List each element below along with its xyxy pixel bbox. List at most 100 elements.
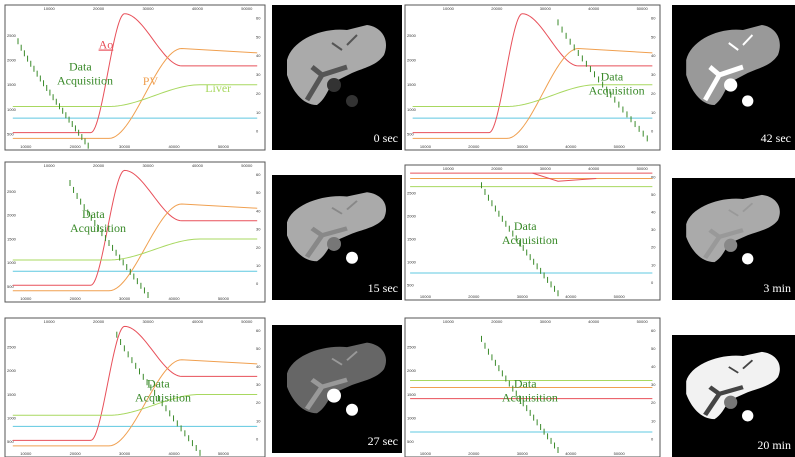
- right-tick-label: 50: [651, 346, 656, 351]
- time-label: 27 sec: [368, 434, 398, 448]
- curve: [12, 325, 258, 441]
- top-tick-label: 30000: [142, 6, 154, 11]
- chart-frame: [404, 4, 661, 151]
- right-tick-label: 50: [256, 346, 261, 351]
- top-tick-label: 10000: [44, 163, 56, 168]
- right-tick-label: 20: [651, 91, 656, 96]
- left-tick-label: 500: [407, 132, 414, 137]
- right-tick-label: 0: [256, 281, 259, 286]
- left-tick-label: 2500: [7, 345, 17, 350]
- left-tick-label: 2000: [407, 58, 417, 63]
- liver-shape: [287, 342, 387, 414]
- left-tick-label: 1500: [407, 237, 417, 242]
- bottom-tick-label: 40000: [168, 296, 180, 301]
- right-tick-label: 40: [256, 53, 261, 58]
- curve: [12, 84, 258, 107]
- bottom-tick-label: 40000: [565, 144, 577, 149]
- right-tick-label: 20: [256, 91, 261, 96]
- right-tick-label: 40: [256, 364, 261, 369]
- curve: [12, 359, 258, 447]
- top-tick-label: 20000: [491, 6, 503, 11]
- chart-frame: [4, 317, 266, 457]
- right-tick-label: 50: [256, 34, 261, 39]
- bottom-tick-label: 10000: [420, 294, 432, 299]
- left-tick-label: 500: [7, 439, 14, 444]
- liver-image: 3 min: [672, 178, 795, 300]
- spleen: [346, 251, 358, 264]
- top-tick-label: 20000: [93, 319, 105, 324]
- chart-frame: [404, 164, 661, 301]
- right-tick-label: 50: [651, 34, 656, 39]
- bottom-tick-label: 30000: [119, 144, 131, 149]
- bottom-tick-label: 30000: [517, 451, 529, 456]
- left-tick-label: 1500: [7, 82, 17, 87]
- chart-frame: [4, 161, 266, 303]
- bottom-tick-label: 30000: [119, 451, 131, 456]
- liver-shape: [287, 192, 387, 262]
- bottom-tick-label: 40000: [565, 451, 577, 456]
- right-tick-label: 10: [256, 110, 261, 115]
- right-tick-label: 60: [256, 16, 261, 21]
- top-tick-label: 20000: [93, 6, 105, 11]
- top-tick-label: 20000: [93, 163, 105, 168]
- left-tick-label: 2000: [407, 214, 417, 219]
- top-tick-label: 40000: [192, 6, 204, 11]
- bottom-tick-label: 20000: [468, 144, 480, 149]
- spleen: [742, 95, 754, 107]
- kidney: [724, 238, 738, 252]
- curve: [532, 172, 597, 182]
- time-label: 15 sec: [368, 281, 398, 295]
- left-tick-label: 1000: [407, 415, 417, 420]
- right-tick-label: 50: [256, 190, 261, 195]
- vessel: [304, 226, 348, 259]
- bottom-tick-label: 50000: [614, 451, 626, 456]
- bottom-tick-label: 50000: [218, 451, 230, 456]
- right-tick-label: 10: [651, 262, 656, 267]
- bottom-tick-label: 10000: [420, 144, 432, 149]
- top-tick-label: 50000: [241, 6, 253, 11]
- right-tick-label: 0: [651, 280, 654, 285]
- bottom-tick-label: 30000: [517, 294, 529, 299]
- vessel: [728, 34, 754, 51]
- bottom-tick-label: 10000: [420, 451, 432, 456]
- top-tick-label: 10000: [44, 319, 56, 324]
- acquisition-label: Acquisition: [502, 391, 558, 405]
- acquisition-label: Data: [69, 59, 92, 73]
- left-tick-label: 1000: [407, 107, 417, 112]
- vessel: [703, 385, 744, 417]
- bottom-tick-label: 50000: [614, 294, 626, 299]
- right-tick-label: 10: [651, 418, 656, 423]
- right-tick-label: 40: [651, 364, 656, 369]
- right-tick-label: 30: [256, 382, 261, 387]
- kidney: [724, 395, 738, 409]
- curve: [12, 13, 258, 134]
- time-label: 20 min: [757, 438, 791, 452]
- top-tick-label: 10000: [443, 319, 455, 324]
- acquisition-label: Acquisition: [502, 233, 558, 247]
- kidney: [327, 78, 341, 92]
- left-tick-label: 1000: [7, 415, 17, 420]
- curve: [12, 203, 258, 292]
- acquisition-label: Data: [82, 207, 105, 221]
- liver-image: 27 sec: [272, 325, 402, 453]
- left-tick-label: 2500: [7, 189, 17, 194]
- top-tick-label: 10000: [443, 166, 455, 171]
- curve: [412, 13, 653, 134]
- right-tick-label: 20: [256, 245, 261, 250]
- bottom-tick-label: 50000: [218, 296, 230, 301]
- vessel: [703, 228, 744, 260]
- left-tick-label: 2500: [7, 33, 17, 38]
- top-tick-label: 30000: [142, 163, 154, 168]
- right-tick-label: 60: [651, 175, 656, 180]
- spleen: [346, 95, 358, 107]
- left-tick-label: 2500: [407, 191, 417, 196]
- acquisition-label: Data: [601, 69, 624, 83]
- top-tick-label: 40000: [192, 319, 204, 324]
- right-tick-label: 30: [651, 227, 656, 232]
- bottom-tick-label: 20000: [70, 296, 82, 301]
- spleen: [742, 410, 754, 422]
- right-tick-label: 60: [256, 172, 261, 177]
- top-tick-label: 10000: [443, 6, 455, 11]
- vessel: [331, 200, 358, 215]
